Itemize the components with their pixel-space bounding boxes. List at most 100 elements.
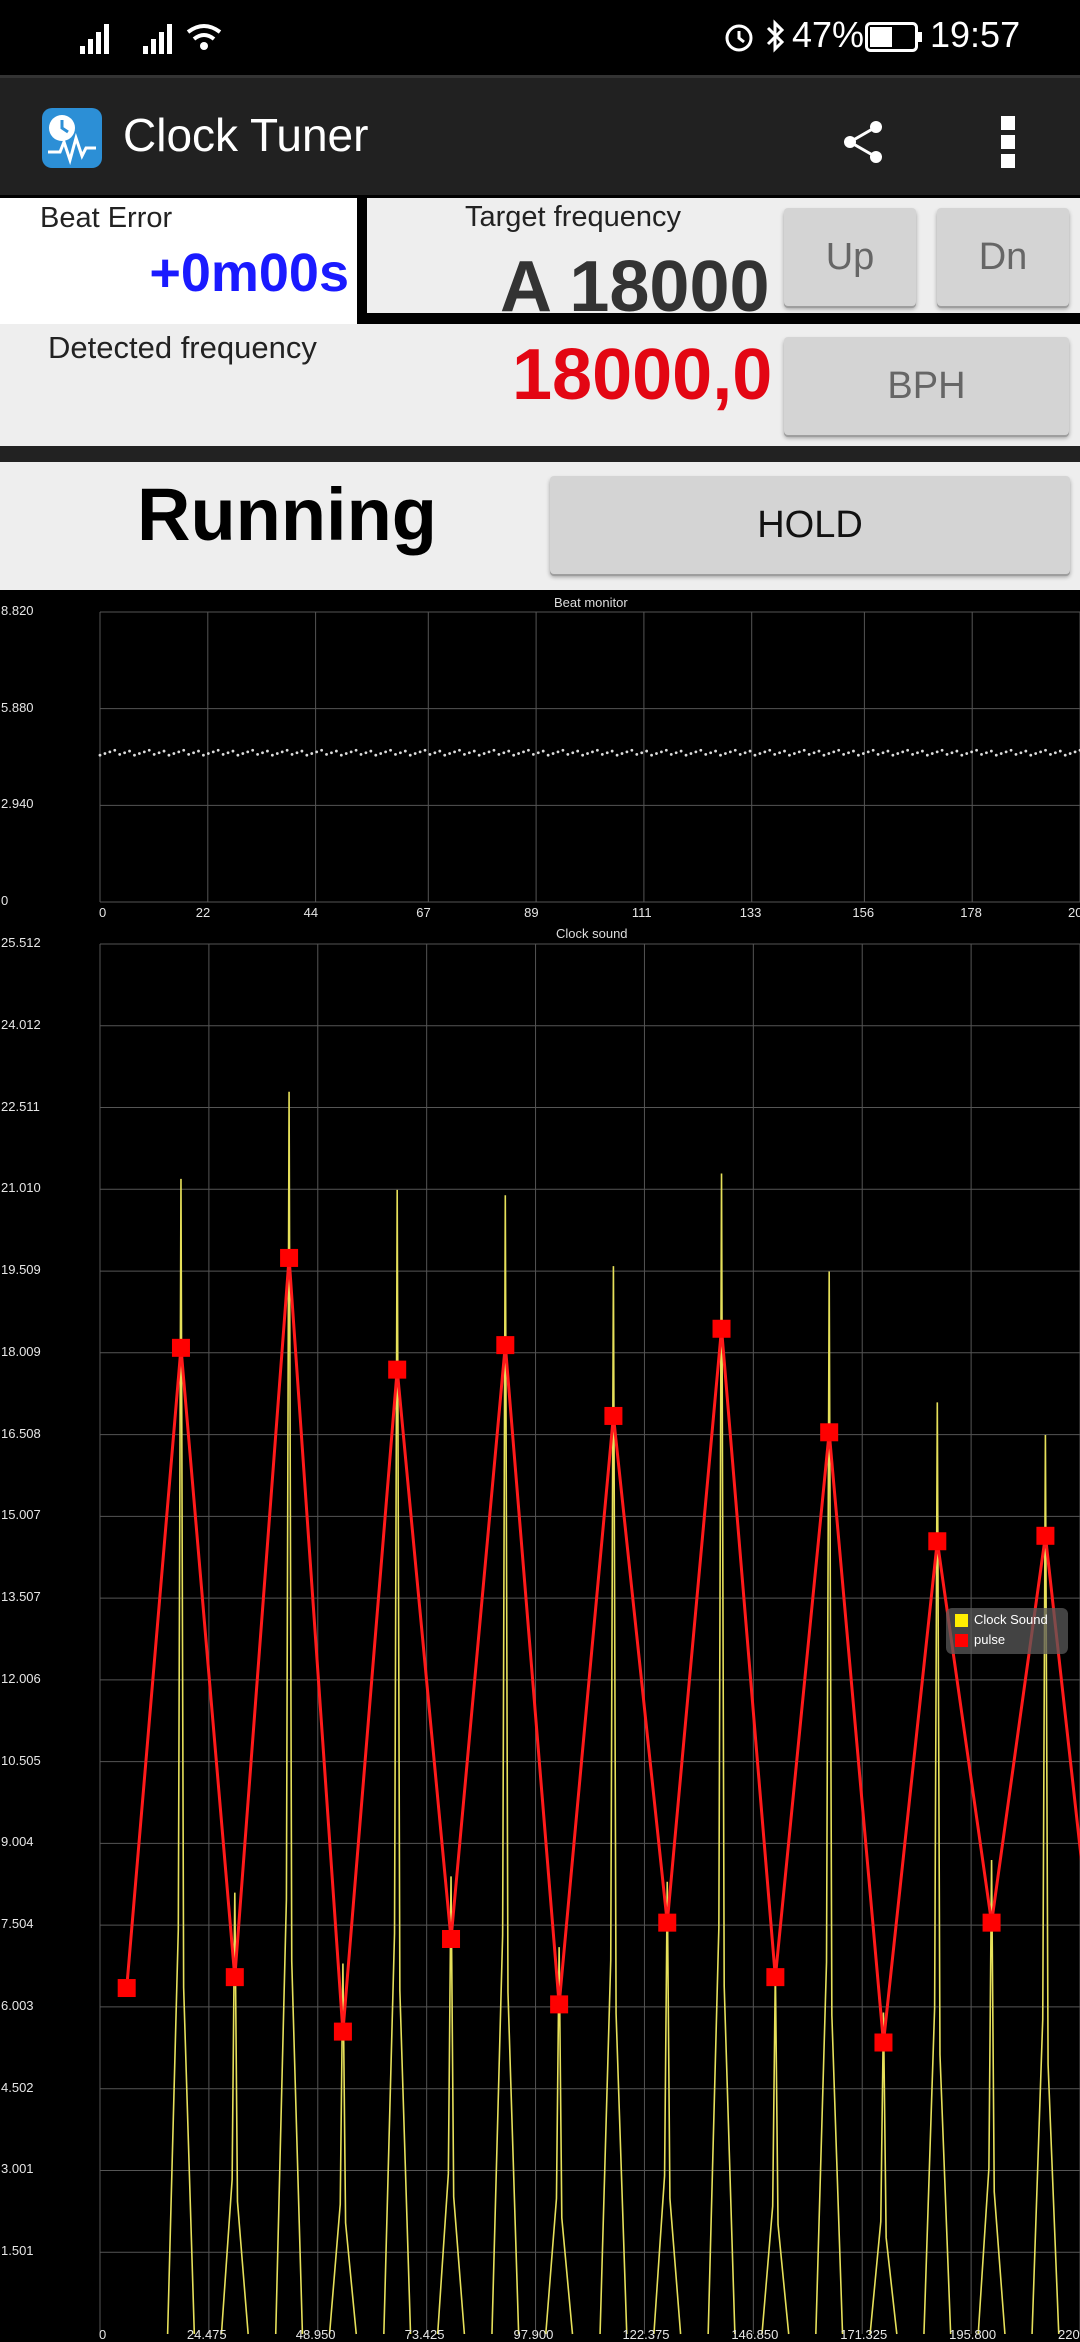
beat-point: [950, 751, 954, 755]
beat-point: [197, 749, 200, 753]
beat-point: [586, 752, 589, 755]
beat-point: [290, 752, 294, 756]
beat-point: [482, 752, 486, 755]
x-tick-label: 200: [1068, 905, 1080, 920]
beat-point: [792, 752, 796, 755]
beat-point: [137, 752, 141, 755]
beat-point: [334, 749, 338, 753]
beat-point: [714, 749, 717, 753]
y-tick-label: 7.504: [1, 1916, 34, 1932]
pulse-marker: [333, 2022, 352, 2041]
detected-frequency-value: 18000,0: [512, 335, 773, 415]
beat-point: [925, 753, 929, 757]
beat-point: [1068, 752, 1072, 755]
beat-point: [940, 748, 944, 752]
clock-sound-title: Clock sound: [556, 926, 628, 941]
beat-point: [433, 751, 437, 755]
bph-button[interactable]: BPH: [784, 337, 1069, 435]
y-tick-label: 18.009: [1, 1343, 41, 1359]
x-tick-label: 0: [99, 905, 107, 920]
beat-point: [694, 750, 698, 754]
beat-point: [753, 753, 757, 757]
beat-point: [512, 753, 516, 757]
sound-spike: [491, 1195, 520, 2335]
beat-point: [866, 750, 870, 754]
x-tick-label: 171.325: [840, 2327, 888, 2342]
wifi-icon: [186, 24, 222, 50]
beat-point: [842, 752, 846, 756]
y-tick-label: 0: [1, 893, 9, 908]
pulse-marker: [388, 1360, 407, 1379]
beat-point: [344, 752, 348, 755]
app-logo-icon: [42, 108, 102, 168]
beat-point: [477, 753, 481, 757]
beat-point: [147, 748, 151, 752]
beat-point: [591, 750, 594, 754]
beat-point: [1014, 752, 1018, 756]
sound-spike: [274, 1091, 304, 2335]
share-icon[interactable]: [840, 118, 888, 166]
sound-spike: [436, 1876, 466, 2335]
beat-point: [610, 749, 614, 753]
beat-point: [600, 752, 604, 756]
beat-point: [133, 753, 136, 757]
beat-point: [605, 751, 609, 755]
legend-swatch-sound: [955, 1614, 968, 1627]
y-tick-label: 15.007: [1, 1507, 41, 1523]
beat-point: [118, 752, 122, 756]
beat-point: [108, 750, 112, 754]
beat-point: [251, 748, 255, 752]
beat-point: [719, 753, 722, 757]
beat-point: [911, 752, 914, 756]
beat-point: [364, 751, 368, 755]
status-bar: 47% 19:57: [0, 0, 1080, 75]
beat-point: [778, 751, 781, 755]
beat-point: [1063, 753, 1067, 757]
x-tick-label: 146.850: [731, 2327, 779, 2342]
beat-point: [389, 748, 392, 752]
pulse-marker: [820, 1423, 839, 1442]
beat-point: [472, 749, 476, 753]
beat-point: [128, 749, 131, 753]
beat-point: [152, 752, 156, 756]
battery-icon: [865, 22, 922, 52]
y-tick-label: 3.001: [1, 2161, 34, 2177]
hold-button[interactable]: HOLD: [550, 476, 1070, 574]
app-title: Clock Tuner: [123, 109, 369, 161]
beat-monitor-title: Beat monitor: [554, 595, 628, 610]
beat-point: [699, 748, 703, 752]
up-button[interactable]: Up: [784, 208, 916, 306]
pulse-marker: [550, 1995, 569, 2014]
signal-icon-2: [143, 24, 172, 54]
beat-point: [797, 750, 801, 754]
beat-point: [113, 748, 117, 752]
beat-point: [551, 752, 555, 755]
y-tick-label: 2.940: [1, 796, 34, 812]
pulse-marker: [1036, 1526, 1055, 1545]
beat-point: [202, 753, 205, 757]
beat-point: [728, 750, 732, 754]
beat-point: [758, 752, 762, 755]
beat-point: [502, 751, 506, 755]
beat-point: [275, 752, 279, 755]
bluetooth-icon: [766, 19, 785, 53]
down-button[interactable]: Dn: [937, 208, 1069, 306]
y-tick-label: 12.006: [1, 1670, 41, 1686]
beat-point: [768, 748, 772, 752]
beat-point: [975, 748, 978, 752]
pulse-marker: [171, 1338, 190, 1357]
beat-point: [743, 751, 747, 755]
beat-point: [684, 753, 688, 757]
overflow-menu-icon[interactable]: [996, 114, 1020, 170]
beat-point: [330, 751, 333, 755]
beat-point: [192, 751, 195, 755]
sound-spike: [383, 1189, 412, 2335]
y-tick-label: 4.502: [1, 2079, 34, 2095]
beat-point: [901, 750, 905, 754]
x-tick-label: 48.950: [295, 2327, 336, 2342]
beat-point: [1058, 749, 1062, 753]
beat-point: [487, 750, 491, 754]
beat-point: [1029, 753, 1033, 757]
beat-point: [930, 752, 934, 755]
beat-point: [802, 748, 806, 752]
